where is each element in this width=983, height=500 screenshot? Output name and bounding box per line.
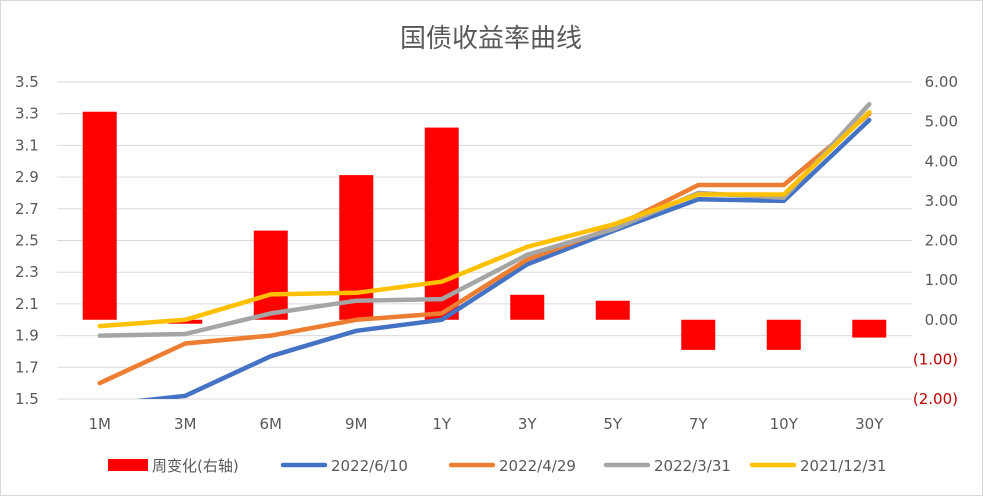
legend: 周变化(右轴) 2022/6/10 2022/4/29 2022/3/31 2021/1…	[108, 457, 886, 475]
y-right-tick-label: 4.00	[925, 152, 958, 170]
y-left-tick-label: 1.7	[15, 358, 39, 376]
y-axis-left: 1.5 1.7 1.9 2.1 2.3 2.5 2.7 2.9 3.1 3.3 3.5	[15, 73, 39, 408]
bars	[82, 111, 887, 350]
series-line	[97, 111, 872, 386]
series-lines	[97, 101, 872, 399]
y-right-tick-label: (1.00)	[913, 350, 958, 368]
y-left-tick-label: 3.1	[15, 136, 39, 154]
y-right-tick-label: 0.00	[925, 311, 958, 329]
x-tick-label: 3Y	[518, 415, 538, 433]
bar	[681, 319, 716, 350]
legend-swatch-bar	[108, 459, 148, 471]
x-tick-label: 9M	[345, 415, 368, 433]
x-tick-label: 1M	[89, 415, 112, 433]
legend-label: 2022/6/10	[331, 457, 408, 475]
y-left-tick-label: 1.9	[15, 327, 39, 345]
x-tick-label: 5Y	[603, 415, 623, 433]
x-tick-label: 7Y	[689, 415, 709, 433]
series-line	[97, 109, 872, 329]
y-right-tick-label: 5.00	[925, 113, 958, 131]
x-tick-label: 30Y	[855, 415, 884, 433]
legend-label: 周变化(右轴)	[152, 457, 239, 475]
x-tick-label: 6M	[260, 415, 283, 433]
y-right-tick-label: 1.00	[925, 271, 958, 289]
legend-label: 2022/4/29	[499, 457, 576, 475]
x-tick-label: 1Y	[432, 415, 452, 433]
y-right-tick-label: (2.00)	[913, 390, 958, 408]
bar	[595, 300, 630, 320]
y-left-tick-label: 2.1	[15, 295, 39, 313]
y-left-tick-label: 3.5	[15, 73, 39, 91]
x-axis: 1M 3M 6M 9M 1Y 3Y 5Y 7Y 10Y 30Y	[89, 415, 885, 433]
y-left-tick-label: 3.3	[15, 105, 39, 123]
y-left-tick-label: 1.5	[15, 390, 39, 408]
bar	[424, 127, 459, 320]
bar	[766, 319, 801, 350]
bar	[82, 111, 117, 320]
bar	[510, 294, 545, 320]
y-right-tick-label: 6.00	[925, 73, 958, 91]
y-left-tick-label: 2.7	[15, 200, 39, 218]
gridlines	[57, 81, 912, 400]
x-tick-label: 10Y	[770, 415, 799, 433]
legend-label: 2022/3/31	[654, 457, 731, 475]
bar	[339, 175, 374, 320]
y-left-tick-label: 2.9	[15, 168, 39, 186]
x-tick-label: 3M	[174, 415, 197, 433]
y-left-tick-label: 2.5	[15, 232, 39, 250]
legend-label: 2021/12/31	[800, 457, 886, 475]
series-line	[136, 117, 872, 399]
y-right-tick-label: 2.00	[925, 232, 958, 250]
y-right-tick-label: 3.00	[925, 192, 958, 210]
bar	[253, 230, 288, 320]
y-axis-right: (2.00) (1.00) 0.00 1.00 2.00 3.00 4.00 5.00 6.00	[913, 73, 958, 408]
chart-title: 国债收益率曲线	[400, 24, 582, 54]
bar	[852, 319, 887, 338]
y-left-tick-label: 2.3	[15, 263, 39, 281]
